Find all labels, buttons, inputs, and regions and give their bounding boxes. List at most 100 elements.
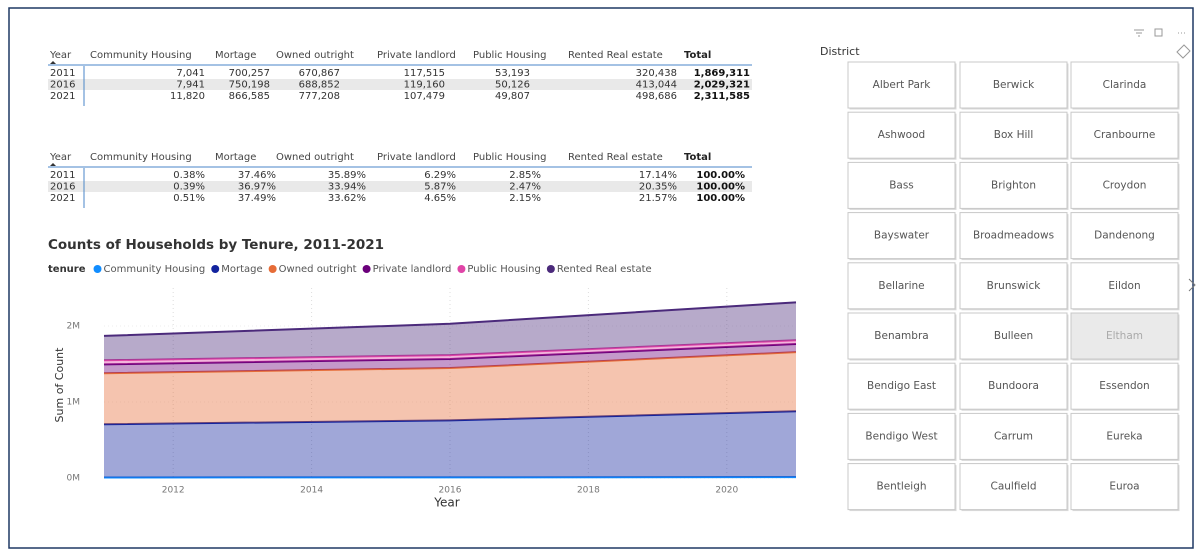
- slicer-button[interactable]: [959, 212, 1068, 260]
- slicer-label[interactable]: Carrum: [994, 430, 1033, 442]
- table-cell: 117,515: [404, 68, 445, 79]
- slicer-label[interactable]: Brighton: [991, 179, 1036, 191]
- slicer-label[interactable]: Euroa: [1109, 481, 1139, 493]
- column-header: Community Housing: [90, 152, 192, 163]
- slicer-button[interactable]: [1070, 463, 1179, 511]
- slicer-label[interactable]: Bentleigh: [876, 481, 926, 493]
- table-cell: 2016: [50, 80, 75, 91]
- slicer-button[interactable]: [1070, 61, 1179, 109]
- slicer-label[interactable]: Bundoora: [988, 380, 1039, 392]
- slicer-label[interactable]: Bulleen: [994, 330, 1033, 342]
- column-header: Private landlord: [377, 152, 456, 163]
- slicer-label[interactable]: Bendigo West: [865, 430, 937, 442]
- y-tick-label: 2M: [67, 322, 81, 332]
- table-cell: 37.46%: [238, 170, 276, 181]
- sort-arrow: [50, 163, 56, 166]
- slicer-button[interactable]: [847, 312, 956, 360]
- slicer-label[interactable]: Caulfield: [991, 481, 1037, 493]
- slicer-label[interactable]: Dandenong: [1094, 230, 1155, 242]
- slicer-button[interactable]: [1070, 262, 1179, 310]
- table-cell: 36.97%: [238, 182, 276, 193]
- slicer-label[interactable]: Bendigo East: [867, 380, 936, 392]
- slicer-label[interactable]: Bayswater: [874, 230, 930, 242]
- next-page-chevron[interactable]: [1188, 278, 1196, 292]
- slicer-label[interactable]: Eureka: [1106, 430, 1142, 442]
- slicer-button[interactable]: [847, 412, 956, 460]
- table-cell: 413,044: [636, 80, 677, 91]
- slicer-label[interactable]: Berwick: [993, 79, 1035, 91]
- y-tick-label: 0M: [67, 474, 81, 484]
- slicer-label[interactable]: Clarinda: [1103, 79, 1147, 91]
- slicer-button[interactable]: [1070, 212, 1179, 260]
- area-line: [103, 343, 797, 366]
- slicer-button[interactable]: [847, 262, 956, 310]
- slicer-button[interactable]: [959, 362, 1068, 410]
- table-cell: 866,585: [229, 91, 270, 102]
- slicer-label[interactable]: Ashwood: [878, 129, 925, 141]
- row-band: [48, 79, 752, 90]
- eraser-icon[interactable]: [1176, 44, 1191, 59]
- slicer-label[interactable]: Box Hill: [994, 129, 1034, 141]
- slicer-button[interactable]: [1070, 312, 1179, 360]
- table-cell: 498,686: [636, 91, 677, 102]
- slicer-button[interactable]: [959, 111, 1068, 159]
- table-cell: 2,311,585: [694, 91, 750, 102]
- slicer-label[interactable]: Bellarine: [878, 280, 924, 292]
- slicer-button[interactable]: [847, 111, 956, 159]
- table-cell: 7,941: [176, 80, 205, 91]
- slicer-button[interactable]: [847, 61, 956, 109]
- column-header: Private landlord: [377, 50, 456, 61]
- slicer-label[interactable]: Benambra: [874, 330, 928, 342]
- slicer-label[interactable]: Broadmeadows: [973, 230, 1054, 242]
- column-header: Year: [49, 152, 72, 163]
- slicer-button[interactable]: [959, 412, 1068, 460]
- column-header: Total: [684, 50, 711, 61]
- column-header: Rented Real estate: [568, 152, 663, 163]
- column-header: Year: [49, 50, 72, 61]
- slicer-label[interactable]: Croydon: [1103, 179, 1147, 191]
- slicer-label[interactable]: Essendon: [1099, 380, 1149, 392]
- slicer-button[interactable]: [959, 312, 1068, 360]
- table-cell: 5.87%: [424, 182, 456, 193]
- slicer-label[interactable]: Eltham: [1106, 330, 1143, 342]
- legend-label: Public Housing: [467, 264, 540, 275]
- column-header: Rented Real estate: [568, 50, 663, 61]
- slicer-button[interactable]: [847, 362, 956, 410]
- slicer-button[interactable]: [959, 262, 1068, 310]
- x-tick-label: 2020: [715, 486, 738, 496]
- table-cell: 4.65%: [424, 193, 456, 204]
- slicer-label[interactable]: Brunswick: [987, 280, 1042, 292]
- legend-marker: [546, 265, 555, 273]
- legend-marker: [457, 265, 466, 273]
- slicer-button[interactable]: [959, 61, 1068, 109]
- slicer-button[interactable]: [1070, 412, 1179, 460]
- table-cell: 33.94%: [328, 182, 366, 193]
- slicer-label[interactable]: Bass: [889, 179, 914, 191]
- table-cell: 1,869,311: [694, 68, 750, 79]
- filter-icon[interactable]: [1134, 29, 1144, 37]
- slicer-button[interactable]: [847, 463, 956, 511]
- table-cell: 49,807: [495, 91, 530, 102]
- column-header: Community Housing: [90, 50, 192, 61]
- legend-marker: [362, 265, 371, 273]
- slicer-label[interactable]: Albert Park: [873, 79, 932, 91]
- slicer-button[interactable]: [847, 212, 956, 260]
- slicer-button[interactable]: [1070, 362, 1179, 410]
- legend-marker: [93, 265, 102, 273]
- slicer-button[interactable]: [1070, 161, 1179, 209]
- focus-icon[interactable]: [1154, 28, 1163, 37]
- x-tick-label: 2016: [439, 486, 462, 496]
- column-header: Mortage: [215, 152, 256, 163]
- slicer-button[interactable]: [1070, 111, 1179, 159]
- visual-header-icons[interactable]: [1134, 28, 1196, 292]
- column-header: Mortage: [215, 50, 256, 61]
- slicer-button[interactable]: [959, 161, 1068, 209]
- slicer-button[interactable]: [959, 463, 1068, 511]
- slicer-label[interactable]: Cranbourne: [1094, 129, 1156, 141]
- slicer-label[interactable]: Eildon: [1108, 280, 1140, 292]
- column-header: Owned outright: [276, 50, 354, 61]
- column-header: Owned outright: [276, 152, 354, 163]
- table-cell: 53,193: [495, 68, 530, 79]
- slicer-button[interactable]: [847, 161, 956, 209]
- row-band: [48, 181, 752, 192]
